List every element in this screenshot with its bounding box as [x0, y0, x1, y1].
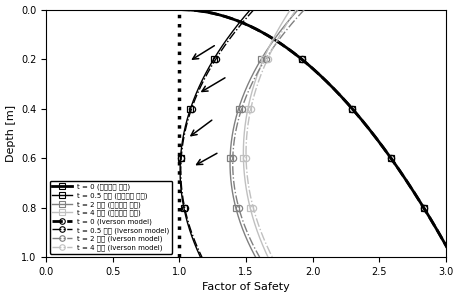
t = 2 시간 (표면유출 고려) — [233, 117, 239, 120]
t = 2 시간 (표면유출 고려) — [275, 33, 280, 37]
t = 0 (표면유출 고려) — [177, 8, 182, 11]
t = 0 (Iverson model) — [403, 178, 409, 181]
t = 0.5 시간 (표면유출 고려) — [227, 33, 233, 37]
t = 4 시간 (표면유출 고려) — [245, 108, 251, 111]
t = 0 (표면유출 고려) — [350, 108, 356, 111]
t = 0 (Iverson model) — [450, 255, 455, 259]
t = 4 시간 (Iverson model) — [269, 255, 275, 259]
t = 2 시간 (표면유출 고려) — [233, 205, 238, 209]
t = 2 시간 (표면유출 고려) — [228, 178, 234, 181]
Line: t = 0 (Iverson model): t = 0 (Iverson model) — [179, 10, 453, 257]
t = 0.5 시간 (표면유출 고려) — [181, 205, 186, 209]
t = 4 시간 (표면유출 고려) — [242, 178, 248, 181]
t = 4 시간 (표면유출 고려) — [265, 255, 271, 259]
t = 0.5 시간 (표면유출 고려) — [185, 117, 190, 120]
t = 0 (표면유출 고려) — [418, 201, 423, 204]
t = 0 (표면유출 고려) — [264, 33, 269, 37]
t = 2 시간 (표면유출 고려) — [296, 8, 301, 11]
t = 2 시간 (Iverson model) — [302, 8, 307, 11]
t = 4 시간 (Iverson model) — [250, 205, 256, 209]
t = 4 시간 (표면유출 고려) — [273, 33, 278, 37]
Line: t = 2 시간 (Iverson model): t = 2 시간 (Iverson model) — [233, 10, 304, 257]
t = 4 시간 (Iverson model) — [246, 117, 252, 120]
t = 0 (표면유출 고려) — [450, 255, 455, 259]
t = 0 (Iverson model) — [264, 33, 269, 37]
t = 4 시간 (표면유출 고려) — [247, 205, 253, 209]
t = 0.5 시간 (표면유출 고려) — [178, 178, 183, 181]
t = 0.5 시간 (Iverson model) — [189, 108, 194, 111]
Line: t = 4 시간 (표면유출 고려): t = 4 시간 (표면유출 고려) — [243, 10, 291, 257]
t = 4 시간 (Iverson model) — [248, 108, 253, 111]
t = 0 (Iverson model) — [350, 108, 356, 111]
t = 2 시간 (Iverson model) — [280, 33, 285, 37]
t = 2 시간 (표면유출 고려) — [253, 255, 258, 259]
t = 0.5 시간 (표면유출 고려) — [248, 8, 253, 11]
t = 2 시간 (Iverson model) — [257, 255, 263, 259]
t = 0.5 시간 (Iverson model) — [230, 33, 235, 37]
t = 0.5 시간 (Iverson model) — [178, 178, 184, 181]
Y-axis label: Depth [m]: Depth [m] — [6, 105, 16, 162]
t = 2 시간 (Iverson model) — [235, 201, 240, 204]
t = 0.5 시간 (표면유출 고려) — [198, 255, 203, 259]
t = 4 시간 (Iverson model) — [249, 201, 255, 204]
t = 2 시간 (Iverson model) — [236, 205, 241, 209]
t = 4 시간 (표면유출 고려) — [246, 201, 252, 204]
t = 0.5 시간 (표면유출 고려) — [180, 201, 185, 204]
Line: t = 2 시간 (표면유출 고려): t = 2 시간 (표면유출 고려) — [230, 10, 298, 257]
t = 0 (Iverson model) — [420, 205, 426, 209]
t = 0.5 시간 (Iverson model) — [181, 201, 186, 204]
t = 2 시간 (Iverson model) — [236, 117, 241, 120]
t = 4 시간 (Iverson model) — [277, 33, 283, 37]
t = 0.5 시간 (Iverson model) — [182, 205, 187, 209]
Line: t = 4 시간 (Iverson model): t = 4 시간 (Iverson model) — [246, 10, 296, 257]
t = 0 (Iverson model) — [177, 8, 182, 11]
Legend: t = 0 (표면유출 고려), t = 0.5 시간 (표면유출 고려), t = 2 시간 (표면유출 고려), t = 4 시간 (표면유출 고려), t: t = 0 (표면유출 고려), t = 0.5 시간 (표면유출 고려), t… — [50, 181, 173, 254]
t = 0 (표면유출 고려) — [420, 205, 426, 209]
X-axis label: Factor of Safety: Factor of Safety — [202, 283, 290, 292]
Line: t = 0.5 시간 (표면유출 고려): t = 0.5 시간 (표면유출 고려) — [180, 10, 251, 257]
t = 2 시간 (표면유출 고려) — [232, 201, 237, 204]
Line: t = 0 (표면유출 고려): t = 0 (표면유출 고려) — [179, 10, 453, 257]
t = 0.5 시간 (Iverson model) — [185, 117, 191, 120]
t = 4 시간 (표면유출 고려) — [288, 8, 293, 11]
t = 2 시간 (Iverson model) — [231, 178, 236, 181]
t = 0.5 시간 (표면유출 고려) — [187, 108, 193, 111]
t = 0.5 시간 (Iverson model) — [251, 8, 257, 11]
t = 0 (Iverson model) — [358, 117, 364, 120]
Line: t = 0.5 시간 (Iverson model): t = 0.5 시간 (Iverson model) — [181, 10, 254, 257]
t = 4 시간 (Iverson model) — [293, 8, 299, 11]
t = 4 시간 (표면유출 고려) — [243, 117, 249, 120]
t = 0.5 시간 (Iverson model) — [199, 255, 205, 259]
t = 2 시간 (표면유출 고려) — [235, 108, 241, 111]
t = 0 (표면유출 고려) — [358, 117, 364, 120]
t = 0 (표면유출 고려) — [403, 178, 409, 181]
t = 4 시간 (Iverson model) — [245, 178, 251, 181]
t = 0 (Iverson model) — [418, 201, 423, 204]
t = 2 시간 (Iverson model) — [239, 108, 244, 111]
